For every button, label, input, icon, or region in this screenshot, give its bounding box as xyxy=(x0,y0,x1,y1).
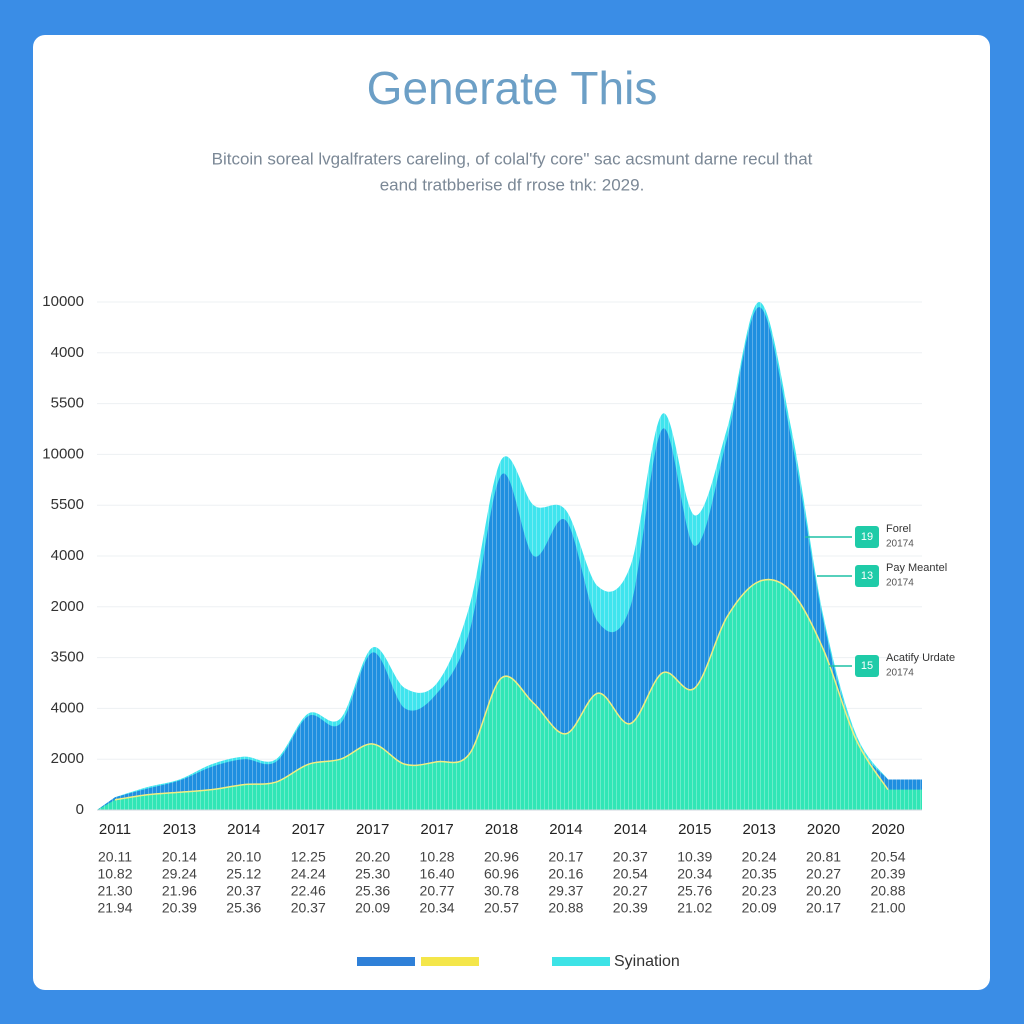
table-cell: 20.17 xyxy=(806,900,841,916)
table-cell: 60.96 xyxy=(484,866,519,882)
table-cell: 30.78 xyxy=(484,883,519,899)
table-cell: 12.25 xyxy=(291,849,326,865)
table-cell: 20.16 xyxy=(548,866,583,882)
table-cell: 20.09 xyxy=(742,900,777,916)
y-tick-label: 0 xyxy=(76,801,84,818)
x-tick-label: 2013 xyxy=(163,821,196,838)
x-tick-label: 2018 xyxy=(485,821,518,838)
table-cell: 10.28 xyxy=(420,849,455,865)
subtitle-line: Bitcoin soreal lvgalfraters careling, of… xyxy=(212,149,813,168)
table-cell: 20.11 xyxy=(98,849,132,865)
x-tick-label: 2013 xyxy=(742,821,775,838)
table-cell: 20.39 xyxy=(613,900,648,916)
table-cell: 10.82 xyxy=(97,866,132,882)
x-tick-label: 2015 xyxy=(678,821,711,838)
y-tick-label: 4000 xyxy=(51,699,84,716)
table-cell: 20.57 xyxy=(484,900,519,916)
table-cell: 21.30 xyxy=(97,883,132,899)
legend-swatch xyxy=(421,957,479,966)
table-cell: 25.12 xyxy=(226,866,261,882)
table-cell: 20.39 xyxy=(870,866,905,882)
legend-swatch xyxy=(552,957,610,966)
table-cell: 22.46 xyxy=(291,883,326,899)
legend-label: Syination xyxy=(614,953,680,970)
table-cell: 10.39 xyxy=(677,849,712,865)
x-tick-label: 2014 xyxy=(614,821,647,838)
y-tick-label: 10000 xyxy=(42,445,84,462)
x-tick-label: 2017 xyxy=(292,821,325,838)
x-tick-label: 2020 xyxy=(871,821,904,838)
x-tick-label: 2017 xyxy=(420,821,453,838)
callout-text: Acatify Urdate xyxy=(886,652,955,664)
table-cell: 16.40 xyxy=(420,866,455,882)
table-cell: 20.23 xyxy=(742,883,777,899)
y-tick-label: 5500 xyxy=(51,395,84,412)
callout-sub: 20174 xyxy=(886,668,914,679)
y-tick-label: 2000 xyxy=(51,750,84,767)
callout-sub: 20174 xyxy=(886,578,914,589)
table-cell: 20.20 xyxy=(806,883,841,899)
table-cell: 25.36 xyxy=(226,900,261,916)
callout-badge xyxy=(855,526,879,548)
callout-badge xyxy=(855,655,879,677)
table-cell: 20.34 xyxy=(677,866,712,882)
badge-text: 15 xyxy=(861,660,873,672)
table-cell: 25.76 xyxy=(677,883,712,899)
table-cell: 20.96 xyxy=(484,849,519,865)
y-tick-label: 5500 xyxy=(51,496,84,513)
table-cell: 20.77 xyxy=(420,883,455,899)
chart-title: Generate This xyxy=(367,62,658,114)
y-tick-label: 3500 xyxy=(51,649,84,666)
table-cell: 25.36 xyxy=(355,883,390,899)
x-tick-label: 2014 xyxy=(549,821,582,838)
table-cell: 20.34 xyxy=(420,900,455,916)
table-cell: 20.37 xyxy=(291,900,326,916)
y-tick-label: 4000 xyxy=(51,547,84,564)
callout-text: Forel xyxy=(886,523,911,535)
table-cell: 24.24 xyxy=(291,866,326,882)
callout-text: Pay Meantel xyxy=(886,562,947,574)
x-tick-label: 2014 xyxy=(227,821,260,838)
table-cell: 20.17 xyxy=(548,849,583,865)
x-tick-label: 2020 xyxy=(807,821,840,838)
table-cell: 20.24 xyxy=(742,849,777,865)
table-cell: 20.09 xyxy=(355,900,390,916)
y-tick-label: 10000 xyxy=(42,293,84,310)
x-tick-label: 2017 xyxy=(356,821,389,838)
table-cell: 21.02 xyxy=(677,900,712,916)
table-cell: 25.30 xyxy=(355,866,390,882)
table-cell: 21.00 xyxy=(870,900,905,916)
table-cell: 20.54 xyxy=(870,849,905,865)
table-cell: 20.39 xyxy=(162,900,197,916)
callout-badge xyxy=(855,565,879,587)
table-cell: 20.27 xyxy=(613,883,648,899)
badge-text: 13 xyxy=(861,570,873,582)
legend-swatch xyxy=(357,957,415,966)
table-cell: 20.14 xyxy=(162,849,197,865)
table-cell: 21.96 xyxy=(162,883,197,899)
table-cell: 20.88 xyxy=(548,900,583,916)
table-cell: 20.20 xyxy=(355,849,390,865)
table-cell: 21.94 xyxy=(97,900,132,916)
table-cell: 29.37 xyxy=(548,883,583,899)
y-tick-label: 4000 xyxy=(51,344,84,361)
table-cell: 20.37 xyxy=(226,883,261,899)
y-tick-label: 2000 xyxy=(51,598,84,615)
callout-sub: 20174 xyxy=(886,539,914,550)
table-cell: 20.54 xyxy=(613,866,648,882)
x-tick-label: 2011 xyxy=(99,821,131,838)
table-cell: 20.81 xyxy=(806,849,841,865)
table-cell: 20.88 xyxy=(870,883,905,899)
table-cell: 20.27 xyxy=(806,866,841,882)
badge-text: 19 xyxy=(861,531,873,543)
table-cell: 20.10 xyxy=(226,849,261,865)
stripe-overlay xyxy=(97,579,922,810)
table-cell: 20.37 xyxy=(613,849,648,865)
table-cell: 20.35 xyxy=(742,866,777,882)
area-outline xyxy=(114,578,889,801)
subtitle-line: eand tratbberise df rrose tnk: 2029. xyxy=(380,175,645,194)
table-cell: 29.24 xyxy=(162,866,197,882)
